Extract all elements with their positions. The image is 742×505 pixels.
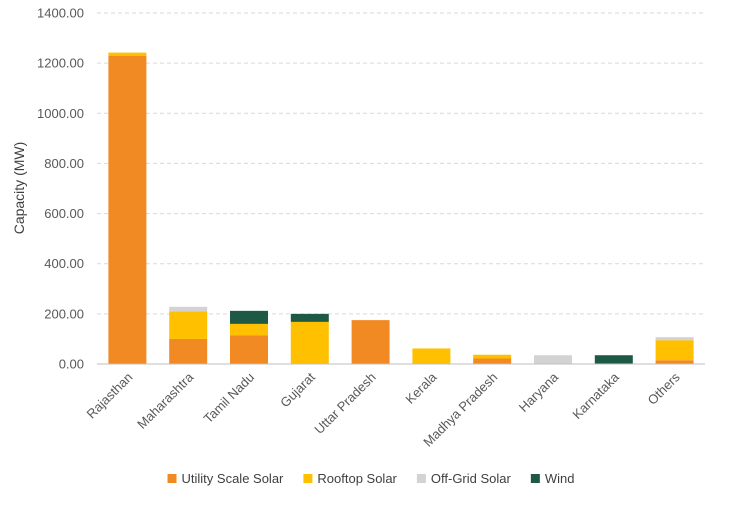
bar-off-grid-solar-haryana (534, 355, 572, 364)
y-tick-label: 200.00 (44, 306, 84, 321)
legend-swatch (303, 474, 313, 483)
legend-swatch (167, 474, 177, 483)
bar-off-grid-solar-maharashtra (169, 306, 208, 312)
y-tick-label: 1000.00 (37, 106, 84, 121)
legend-label: Off-Grid Solar (431, 471, 512, 486)
bar-rooftop-solar-gujarat (290, 321, 329, 364)
bar-rooftop-solar-others (655, 340, 694, 361)
x-tick-label: Maharashtra (134, 369, 197, 432)
x-tick-label: Gujarat (277, 369, 318, 410)
x-tick-label: Kerala (402, 369, 440, 407)
bar-utility-scale-solar-tamil-nadu (230, 335, 268, 364)
y-tick-label: 600.00 (44, 206, 84, 221)
y-tick-label: 1400.00 (37, 6, 84, 21)
bar-utility-scale-solar-rajasthan (108, 55, 147, 364)
legend-swatch (530, 474, 540, 483)
x-tick-label: Haryana (516, 369, 562, 415)
x-tick-label: Karnataka (569, 369, 622, 422)
bar-rooftop-solar-maharashtra (169, 311, 208, 339)
legend-label: Wind (545, 471, 575, 486)
legend-label: Rooftop Solar (317, 471, 397, 486)
y-tick-label: 0.00 (59, 357, 84, 372)
bar-wind-tamil-nadu (230, 310, 268, 324)
bar-utility-scale-solar-others (655, 360, 694, 364)
bar-utility-scale-solar-uttar-pradesh (351, 320, 390, 364)
bar-rooftop-solar-rajasthan (108, 52, 147, 56)
x-tick-label: Tamil Nadu (201, 370, 258, 427)
y-tick-label: 800.00 (44, 156, 84, 171)
bar-utility-scale-solar-maharashtra (169, 338, 208, 364)
legend: Utility Scale Solar Rooftop Solar Off-Grid… (167, 471, 575, 486)
bar-utility-scale-solar-madhya-pradesh (473, 358, 512, 364)
bar-wind-karnataka (594, 355, 633, 364)
x-tick-label: Rajasthan (84, 370, 136, 422)
bar-rooftop-solar-kerala (412, 348, 451, 364)
gridlines (97, 12, 705, 315)
y-tick-label: 400.00 (44, 256, 84, 271)
y-axis-title: Capacity (MW) (11, 142, 27, 235)
bar-rooftop-solar-tamil-nadu (230, 323, 268, 336)
x-tick-label: Uttar Pradesh (311, 370, 378, 437)
bars (108, 52, 694, 364)
bar-wind-gujarat (290, 313, 329, 322)
bar-rooftop-solar-madhya-pradesh (473, 354, 512, 359)
legend-label: Utility Scale Solar (182, 471, 285, 486)
y-axis-ticks: 0.00 200.00 400.00 600.00 800.00 1000.00 1200.… (37, 6, 84, 372)
bar-off-grid-solar-others (655, 337, 694, 341)
legend-swatch (416, 474, 426, 483)
y-tick-label: 1200.00 (37, 56, 84, 71)
x-tick-label: Others (645, 369, 684, 408)
